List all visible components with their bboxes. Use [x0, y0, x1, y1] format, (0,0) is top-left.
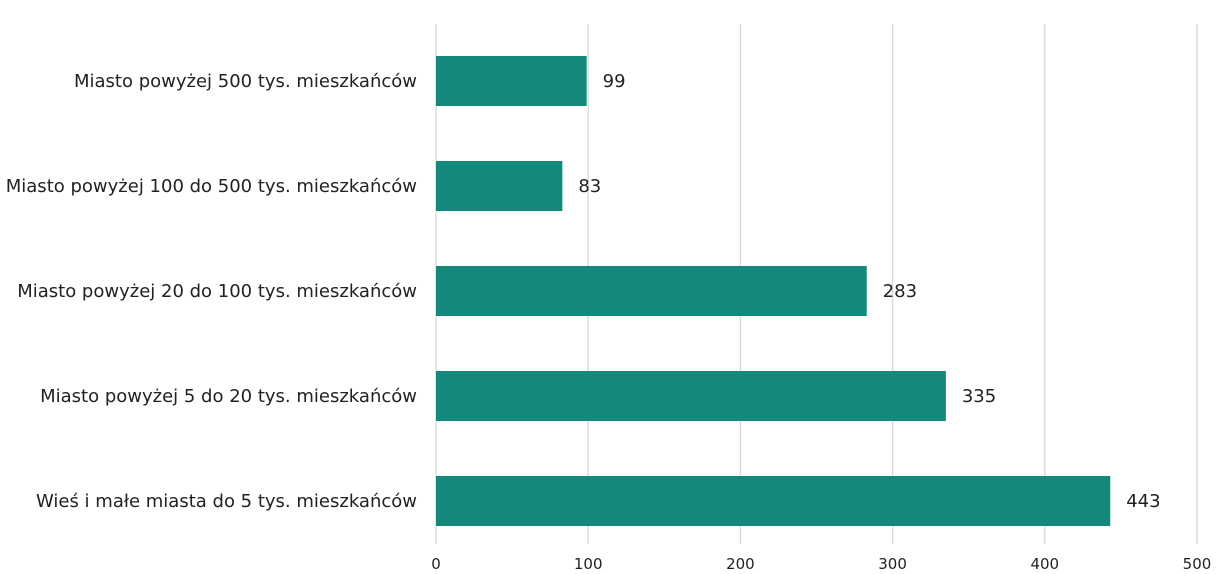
value-labels: 99 83 283 335 443: [578, 71, 1160, 512]
bar: [436, 161, 563, 211]
category-label: Miasto powyżej 500 tys. mieszkańców: [74, 71, 417, 92]
data-label: 443: [1126, 491, 1160, 512]
data-label: 335: [962, 386, 996, 407]
x-tick-label: 300: [878, 555, 907, 573]
data-label: 83: [578, 176, 601, 197]
x-tick-label: 400: [1030, 555, 1059, 573]
data-label: 99: [603, 71, 626, 92]
x-tick-label: 0: [431, 555, 441, 573]
category-label: Miasto powyżej 100 do 500 tys. mieszkańc…: [6, 176, 417, 197]
x-axis-ticks: 0 100 200 300 400 500: [431, 555, 1211, 573]
category-labels: Miasto powyżej 500 tys. mieszkańców Miast…: [6, 71, 417, 512]
category-label: Wieś i małe miasta do 5 tys. mieszkańców: [36, 491, 417, 512]
bars: [436, 56, 1111, 526]
bar: [436, 476, 1111, 526]
data-label: 283: [883, 281, 917, 302]
category-label: Miasto powyżej 20 do 100 tys. mieszkańcó…: [17, 281, 417, 302]
bar: [436, 371, 946, 421]
x-tick-label: 200: [726, 555, 755, 573]
x-tick-label: 500: [1183, 555, 1212, 573]
bar: [436, 266, 867, 316]
x-tick-label: 100: [574, 555, 603, 573]
bar: [436, 56, 587, 106]
category-label: Miasto powyżej 5 do 20 tys. mieszkańców: [40, 386, 417, 407]
